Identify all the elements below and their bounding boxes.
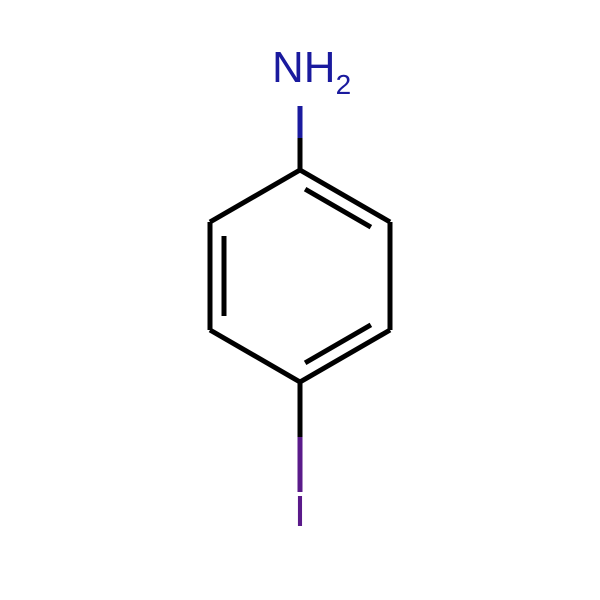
iodine-label: I	[294, 487, 306, 536]
nitrogen-label: NH2	[272, 43, 351, 100]
molecule-diagram: NH2 I	[0, 0, 600, 600]
molecule-svg: NH2 I	[0, 0, 600, 600]
